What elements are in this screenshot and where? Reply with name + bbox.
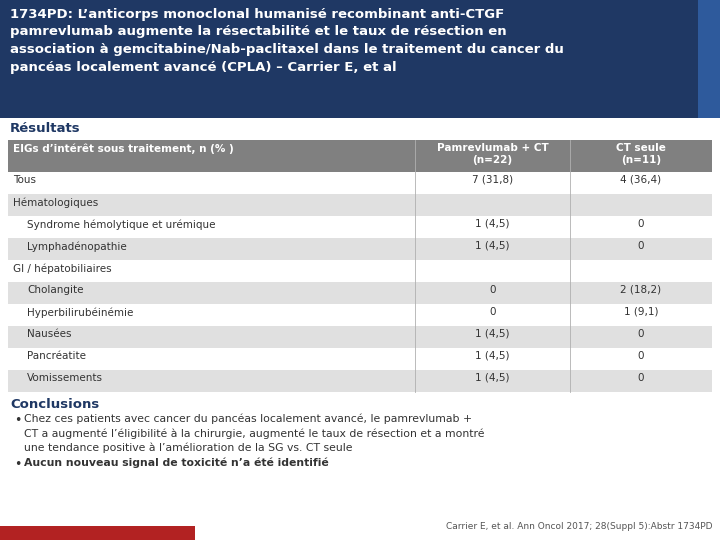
Bar: [0, 526, 195, 540]
Text: Lymphadénopathie: Lymphadénopathie: [27, 241, 127, 252]
Text: •: •: [14, 458, 22, 471]
Text: 2 (18,2): 2 (18,2): [621, 285, 662, 295]
Text: 0: 0: [490, 307, 496, 317]
Text: 0: 0: [638, 373, 644, 383]
Text: 4 (36,4): 4 (36,4): [621, 175, 662, 185]
Text: Pancréatite: Pancréatite: [27, 351, 86, 361]
Text: Conclusions: Conclusions: [10, 398, 99, 411]
Text: 1 (4,5): 1 (4,5): [475, 219, 510, 229]
Text: 1 (4,5): 1 (4,5): [475, 329, 510, 339]
Text: •: •: [14, 414, 22, 427]
Text: Aucun nouveau signal de toxicité n’a été identifié: Aucun nouveau signal de toxicité n’a été…: [24, 458, 329, 469]
Text: CT seule
(n=11): CT seule (n=11): [616, 143, 666, 165]
Text: 1 (4,5): 1 (4,5): [475, 373, 510, 383]
Bar: [8, 260, 712, 282]
Bar: [8, 238, 712, 260]
Text: 1 (4,5): 1 (4,5): [475, 351, 510, 361]
Text: Tous: Tous: [13, 175, 36, 185]
Text: Carrier E, et al. Ann Oncol 2017; 28(Suppl 5):Abstr 1734PD: Carrier E, et al. Ann Oncol 2017; 28(Sup…: [446, 522, 712, 531]
Text: Syndrome hémolytique et urémique: Syndrome hémolytique et urémique: [27, 219, 215, 230]
Text: Hématologiques: Hématologiques: [13, 197, 98, 207]
Text: 0: 0: [638, 351, 644, 361]
Text: 0: 0: [638, 219, 644, 229]
Text: 0: 0: [638, 241, 644, 251]
Text: Hyperbilirubéinémie: Hyperbilirubéinémie: [27, 307, 133, 318]
Text: Résultats: Résultats: [10, 122, 81, 135]
Bar: [8, 326, 712, 348]
Bar: [8, 172, 712, 194]
Bar: [8, 216, 712, 238]
Text: 0: 0: [490, 285, 496, 295]
Text: 1 (4,5): 1 (4,5): [475, 241, 510, 251]
Text: Vomissements: Vomissements: [27, 373, 103, 383]
Text: GI / hépatobiliaires: GI / hépatobiliaires: [13, 263, 112, 273]
Text: 1734PD: L’anticorps monoclonal humanisé recombinant anti-CTGF
pamrevlumab augmen: 1734PD: L’anticorps monoclonal humanisé …: [10, 8, 564, 73]
Text: EIGs d’intérêt sous traitement, n (% ): EIGs d’intérêt sous traitement, n (% ): [13, 143, 234, 153]
Bar: [8, 282, 712, 304]
Bar: [8, 348, 712, 370]
Bar: [0, 0, 698, 118]
Text: Chez ces patients avec cancer du pancéas localement avancé, le pamrevlumab +
CT : Chez ces patients avec cancer du pancéas…: [24, 414, 485, 453]
Text: Cholangite: Cholangite: [27, 285, 84, 295]
Bar: [698, 0, 720, 118]
Text: 1 (9,1): 1 (9,1): [624, 307, 658, 317]
Text: 7 (31,8): 7 (31,8): [472, 175, 513, 185]
Text: 0: 0: [638, 329, 644, 339]
Bar: [8, 140, 712, 172]
Text: Pamrevlumab + CT
(n=22): Pamrevlumab + CT (n=22): [436, 143, 549, 165]
Bar: [8, 370, 712, 392]
Bar: [8, 304, 712, 326]
Bar: [8, 194, 712, 216]
Text: Nausées: Nausées: [27, 329, 71, 339]
